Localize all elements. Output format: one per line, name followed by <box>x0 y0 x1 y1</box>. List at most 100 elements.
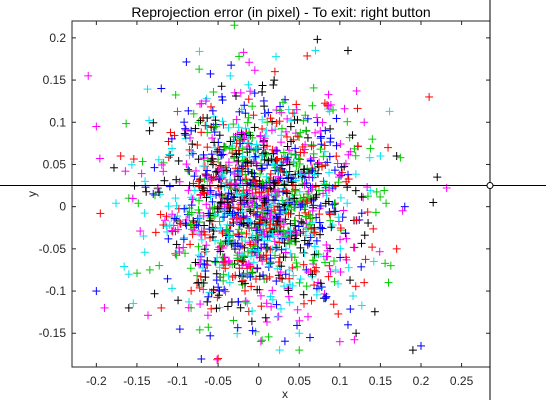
error-point <box>317 140 326 149</box>
error-point <box>333 159 342 168</box>
error-point <box>201 97 210 106</box>
error-point <box>129 299 138 308</box>
error-point <box>262 317 271 326</box>
error-point <box>351 151 360 160</box>
error-point <box>154 155 163 164</box>
error-point <box>343 46 352 55</box>
error-point <box>268 117 277 126</box>
error-point <box>238 250 247 259</box>
error-point <box>280 337 289 346</box>
error-point <box>189 109 198 118</box>
error-point <box>197 128 206 137</box>
crosshair-center-marker[interactable] <box>486 182 494 190</box>
error-point <box>168 210 177 219</box>
y-tick-label: -0.1 <box>45 284 66 298</box>
error-point <box>203 166 212 175</box>
y-tick-label: 0.15 <box>43 73 67 87</box>
error-point <box>247 317 256 326</box>
error-point <box>308 229 317 238</box>
error-point <box>336 235 345 244</box>
error-point <box>277 219 286 228</box>
error-point <box>109 163 118 172</box>
error-point <box>209 157 218 166</box>
error-point <box>270 76 279 85</box>
error-point <box>273 243 282 252</box>
error-point <box>186 133 195 142</box>
error-point <box>256 192 265 201</box>
error-point <box>300 249 309 258</box>
error-point <box>166 151 175 160</box>
error-point <box>181 219 190 228</box>
error-point <box>308 214 317 223</box>
error-point <box>285 298 294 307</box>
error-point <box>350 144 359 153</box>
error-point <box>244 139 253 148</box>
error-point <box>310 228 319 237</box>
error-point <box>368 243 377 252</box>
error-point <box>336 139 345 148</box>
error-point <box>268 286 277 295</box>
error-point <box>346 305 355 314</box>
error-point <box>329 105 338 114</box>
error-point <box>200 221 209 230</box>
error-point <box>199 150 208 159</box>
error-point <box>238 156 247 165</box>
error-point <box>306 233 315 242</box>
error-point <box>145 126 154 135</box>
error-point <box>277 131 286 140</box>
error-point <box>245 203 254 212</box>
error-point <box>280 180 289 189</box>
error-point <box>233 217 242 226</box>
error-point <box>257 202 266 211</box>
error-point <box>203 143 212 152</box>
error-point <box>179 243 188 252</box>
error-point <box>314 186 323 195</box>
error-point <box>352 329 361 338</box>
error-point <box>185 210 194 219</box>
error-point <box>199 211 208 220</box>
error-point <box>314 250 323 259</box>
error-point <box>353 104 362 113</box>
error-point <box>194 278 203 287</box>
error-point <box>122 119 131 128</box>
error-point <box>260 229 269 238</box>
error-point <box>211 257 220 266</box>
error-point <box>294 154 303 163</box>
error-point <box>191 258 200 267</box>
error-point <box>295 346 304 355</box>
error-point <box>346 276 355 285</box>
error-point <box>336 244 345 253</box>
error-point <box>252 144 261 153</box>
error-point <box>360 231 369 240</box>
error-point <box>277 124 286 133</box>
error-point <box>215 131 224 140</box>
error-point <box>261 148 270 157</box>
error-point <box>154 188 163 197</box>
error-point <box>317 162 326 171</box>
error-point <box>186 220 195 229</box>
error-point <box>296 243 305 252</box>
error-point <box>253 226 262 235</box>
error-point <box>351 170 360 179</box>
error-point <box>361 255 370 264</box>
error-point <box>308 183 317 192</box>
error-point <box>232 189 241 198</box>
error-point <box>218 228 227 237</box>
error-point <box>352 86 361 95</box>
error-point <box>225 256 234 265</box>
error-point <box>263 118 272 127</box>
error-point <box>290 253 299 262</box>
error-point <box>324 272 333 281</box>
error-point <box>273 178 282 187</box>
error-point <box>335 337 344 346</box>
error-point <box>174 156 183 165</box>
error-point <box>223 302 232 311</box>
error-point <box>331 207 340 216</box>
error-point <box>240 200 249 209</box>
error-point <box>248 231 257 240</box>
error-point <box>167 226 176 235</box>
error-point <box>159 158 168 167</box>
error-point <box>248 199 257 208</box>
error-point <box>156 190 165 199</box>
error-point <box>322 252 331 261</box>
